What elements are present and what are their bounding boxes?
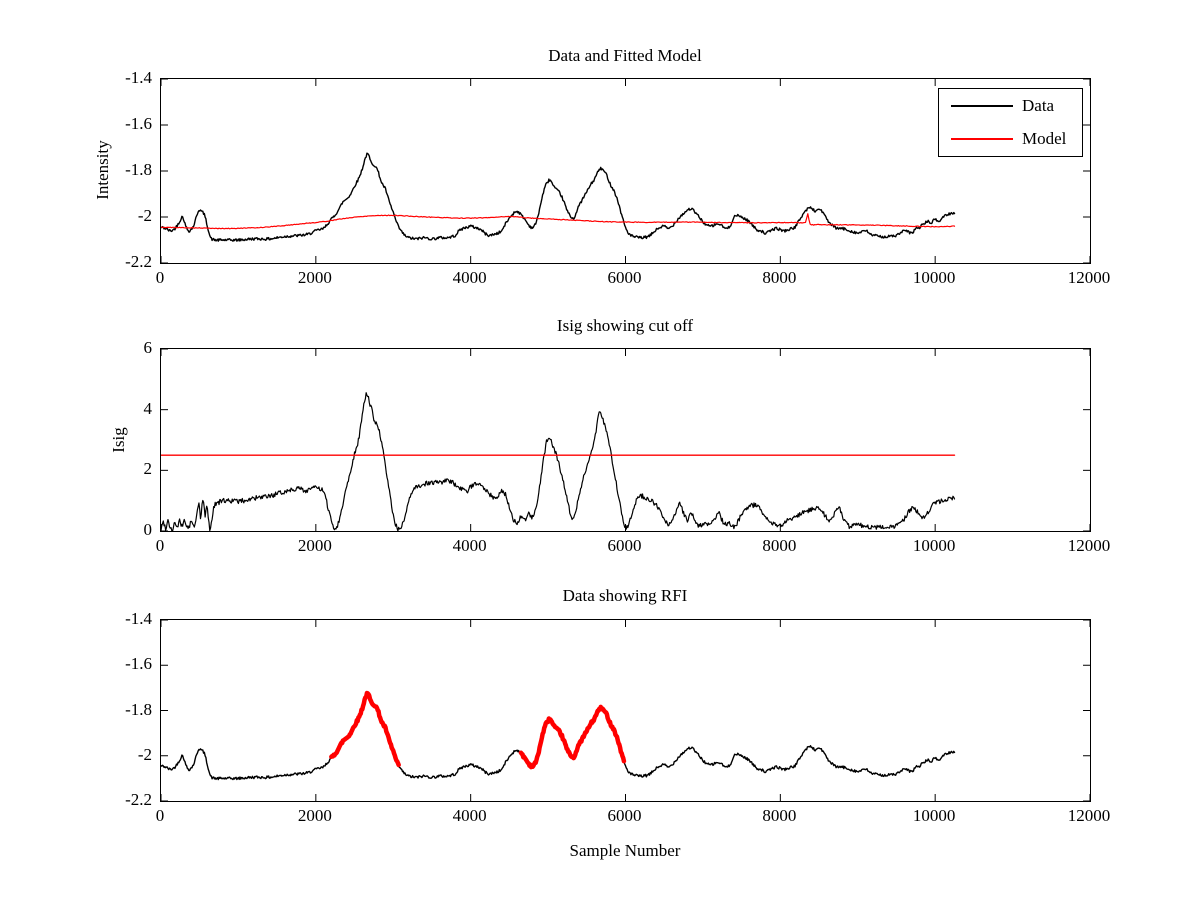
legend-model-label: Model [1022,129,1067,148]
y-tick-label: -2 [137,206,152,225]
y-tick-label: 0 [143,520,153,539]
series-data [161,692,956,781]
series-rfi [518,704,627,770]
y-tick-label: -2.2 [125,252,152,271]
plot2-ylabel: Isig [109,427,128,453]
x-tick-label: 0 [155,806,165,825]
y-tick-label: 2 [143,459,153,479]
x-tick-label: 10000 [912,806,956,825]
x-tick-label: 12000 [1067,536,1111,555]
y-tick-label: -1.4 [125,609,152,628]
x-tick-label: 8000 [762,806,797,825]
plot-area-isig [160,348,1091,532]
x-tick-label: 12000 [1067,268,1111,287]
series-model [161,213,956,230]
plot-canvas-2 [161,620,1090,801]
series-isig [161,392,956,531]
x-tick-label: 6000 [607,268,642,287]
plot-area-data-and-model [160,78,1091,264]
x-tick-label: 10000 [912,268,956,287]
x-tick-label: 12000 [1067,806,1111,825]
y-tick-label: 6 [143,338,153,357]
y-tick-label: -1.4 [125,68,152,87]
legend: Data Model [938,88,1083,157]
legend-model-line-sample [951,137,1013,140]
x-tick-label: 8000 [762,268,797,287]
y-tick-label: 4 [143,398,153,418]
y-tick-label: -1.6 [125,654,152,674]
x-tick-label: 0 [155,536,165,555]
x-tick-label: 2000 [297,268,332,287]
x-tick-label: 4000 [452,536,487,555]
x-tick-label: 0 [155,268,165,287]
series-rfi [329,690,401,768]
y-tick-label: -1.6 [125,114,152,133]
legend-row-data: Data [939,89,1082,122]
plot-canvas-1 [161,349,1090,531]
x-tick-label: 10000 [912,536,956,555]
plot-canvas-0 [161,79,1090,263]
x-tick-label: 2000 [297,536,332,555]
x-tick-label: 8000 [762,536,797,555]
y-tick-label: -2.2 [125,790,152,809]
series-data [161,152,956,242]
plot3-xlabel: Sample Number [569,841,681,860]
legend-data-line-sample [951,104,1013,107]
x-tick-label: 4000 [452,268,487,287]
plot3-title: Data showing RFI [562,586,688,605]
y-tick-label: -1.8 [125,699,152,719]
x-tick-label: 4000 [452,806,487,825]
legend-data-label: Data [1022,96,1055,115]
x-tick-label: 6000 [607,536,642,555]
x-tick-label: 2000 [297,806,332,825]
x-tick-label: 6000 [607,806,642,825]
plot2-title: Isig showing cut off [556,316,694,335]
y-tick-label: -1.8 [125,160,152,179]
plot1-title: Data and Fitted Model [548,46,702,65]
y-tick-label: -2 [137,744,152,764]
legend-row-model: Model [939,122,1082,155]
plot-area-rfi [160,619,1091,802]
